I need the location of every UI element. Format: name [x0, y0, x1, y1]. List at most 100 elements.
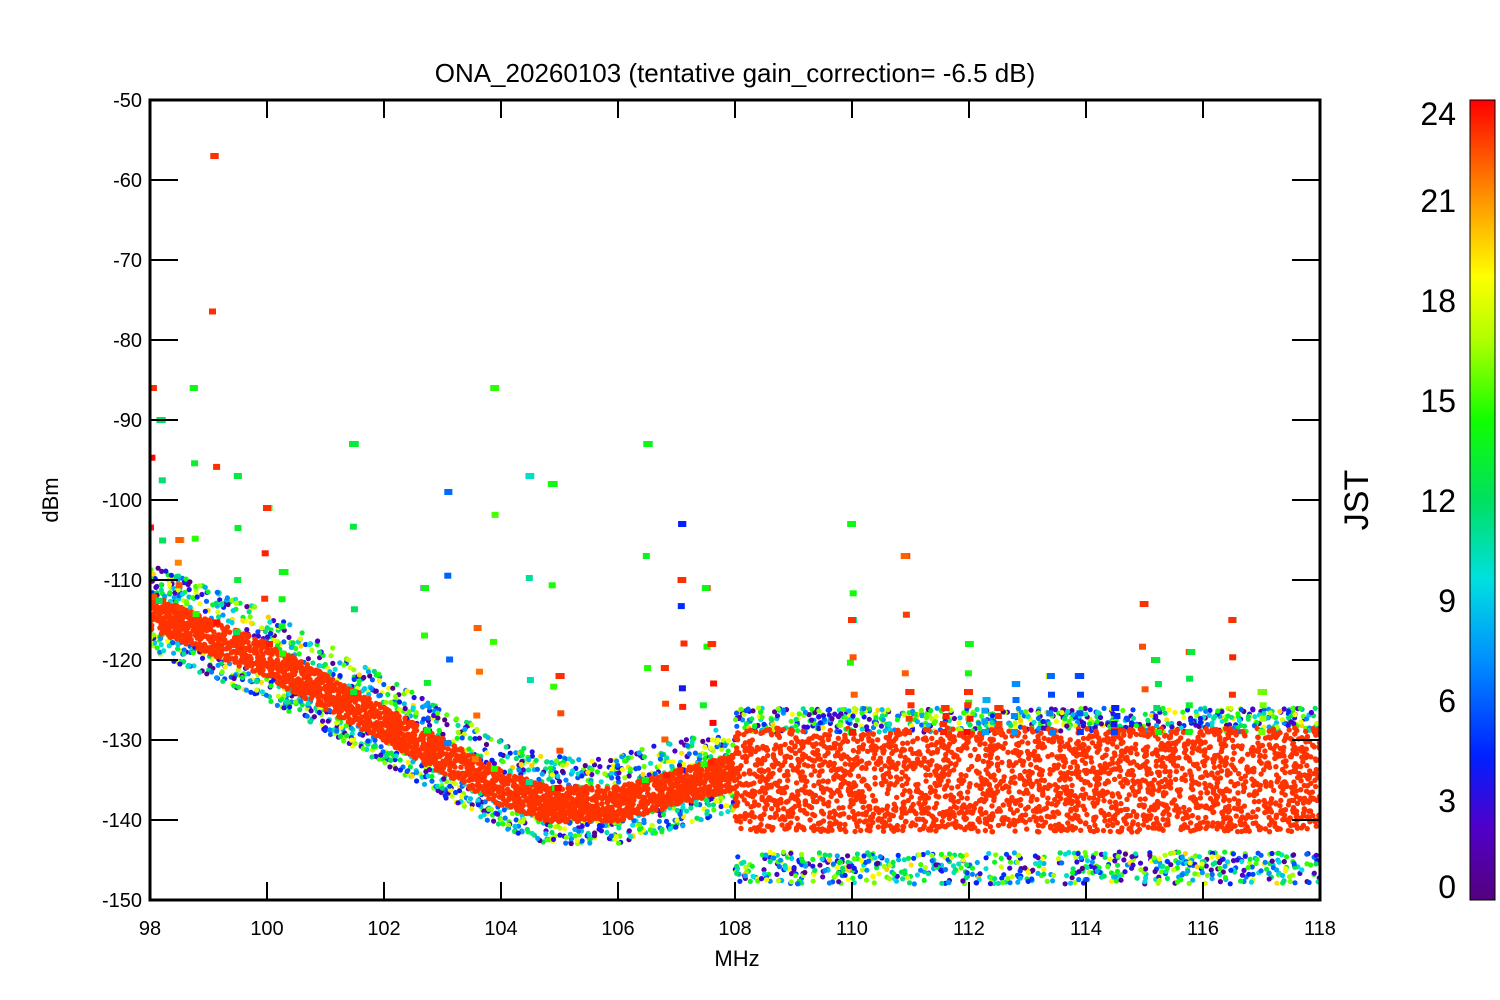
spectrum-point	[969, 871, 976, 877]
spectrum-point	[1039, 856, 1045, 862]
spectrum-point	[1290, 705, 1296, 712]
spectrum-point	[259, 625, 265, 631]
spectrum-point	[252, 604, 258, 610]
spectrum-point	[1249, 864, 1255, 870]
spectrum-point	[254, 687, 260, 693]
spectrum-point	[793, 780, 800, 786]
spectrum-point	[983, 866, 989, 872]
spectrum-point	[305, 656, 311, 662]
spectrum-point	[934, 705, 940, 711]
spectrum-point	[794, 881, 801, 887]
spectrum-point	[426, 767, 433, 773]
spectrum-point	[756, 705, 762, 711]
spectrum-point	[873, 721, 879, 727]
spectrum-point	[641, 763, 647, 770]
spectrum-point	[615, 762, 621, 768]
spectrum-point	[330, 660, 336, 667]
spectrum-point	[414, 778, 420, 784]
spectrum-point	[233, 600, 239, 607]
spectrum-point	[897, 753, 904, 759]
spectrum-point	[1247, 856, 1253, 862]
spectrum-point	[622, 775, 628, 781]
spectrum-point	[491, 761, 497, 767]
spectrum-point	[774, 871, 780, 878]
spectrum-point	[1113, 802, 1119, 809]
spectrum-point	[235, 684, 242, 690]
spectrum-point	[1098, 874, 1105, 880]
spectrum-point	[974, 859, 980, 866]
spectrum-point	[773, 742, 779, 748]
spectrum-point	[547, 823, 553, 829]
spectrum-point	[401, 701, 407, 707]
spectrum-point	[337, 673, 343, 679]
spectrum-point	[1194, 864, 1200, 870]
spectrum-point	[518, 762, 524, 768]
spectrum-point	[626, 828, 632, 834]
spectrum-point	[875, 824, 881, 830]
spectrum-point	[419, 695, 425, 702]
spectrum-point	[459, 735, 465, 741]
spectrum-point	[938, 851, 945, 858]
spectrum-point	[1175, 860, 1181, 866]
spectrum-point	[231, 675, 237, 682]
spectrum-point	[998, 864, 1004, 870]
spectrum-point	[1266, 870, 1272, 876]
spectrum-point	[1057, 850, 1063, 856]
spectrum-point	[1176, 720, 1182, 727]
spectrum-point	[677, 811, 683, 818]
spectrum-point	[1137, 784, 1143, 791]
spectrum-point	[702, 744, 708, 750]
spectrum-point	[872, 781, 878, 787]
spectrum-point	[609, 775, 615, 781]
spectrum-point	[901, 712, 907, 718]
spectrum-point	[854, 851, 861, 857]
spectrum-point	[253, 678, 259, 684]
spectrum-point	[810, 856, 816, 863]
spectrum-point	[369, 677, 375, 683]
spectrum-point	[529, 830, 535, 837]
spectrum-point	[1231, 796, 1238, 802]
spectrum-point	[772, 709, 778, 715]
spectrum-point	[983, 855, 989, 861]
spectrum-point	[656, 763, 663, 769]
spectrum-point	[413, 710, 419, 716]
spectrum-point	[589, 758, 595, 764]
spectrum-point	[186, 587, 192, 593]
spectrum-point	[857, 874, 863, 880]
spectrum-point	[705, 737, 712, 743]
spectrum-point	[1022, 865, 1028, 871]
spectrum-point	[544, 759, 550, 765]
spectrum-point	[1133, 723, 1139, 729]
spectrum-point	[597, 764, 603, 770]
spectrum-point	[281, 619, 287, 625]
spectrum-point	[469, 802, 475, 808]
spectrum-point	[1136, 826, 1143, 833]
spectrum-point	[709, 737, 716, 743]
spectrum-point	[1051, 872, 1057, 879]
spectrum-point	[1216, 860, 1223, 866]
spectrum-point	[1130, 715, 1137, 721]
spectrum-point	[1258, 852, 1264, 858]
spectrum-point	[1179, 872, 1185, 878]
spectrum-point	[550, 836, 557, 843]
spectrum-point	[233, 596, 239, 602]
spectrum-point	[866, 858, 872, 864]
spectrum-point	[469, 722, 475, 728]
spectrum-point	[983, 752, 989, 759]
spectrum-point	[574, 838, 580, 844]
spectrum-point	[1158, 869, 1164, 875]
spectrum-point	[1187, 860, 1193, 866]
spectrum-point	[1164, 717, 1170, 723]
spectrum-point	[1153, 722, 1159, 729]
spectrum-point	[628, 749, 634, 756]
spectrum-point	[449, 793, 455, 799]
spectrum-point	[1167, 850, 1174, 857]
spectrum-point	[951, 869, 957, 876]
spectrum-point	[614, 758, 620, 764]
spectrum-point	[767, 849, 773, 855]
spectrum-point	[1069, 875, 1075, 881]
spectrum-point	[258, 679, 265, 685]
spectrum-point	[866, 852, 872, 858]
spectrum-point	[290, 640, 296, 646]
spectrum-point	[444, 722, 450, 728]
